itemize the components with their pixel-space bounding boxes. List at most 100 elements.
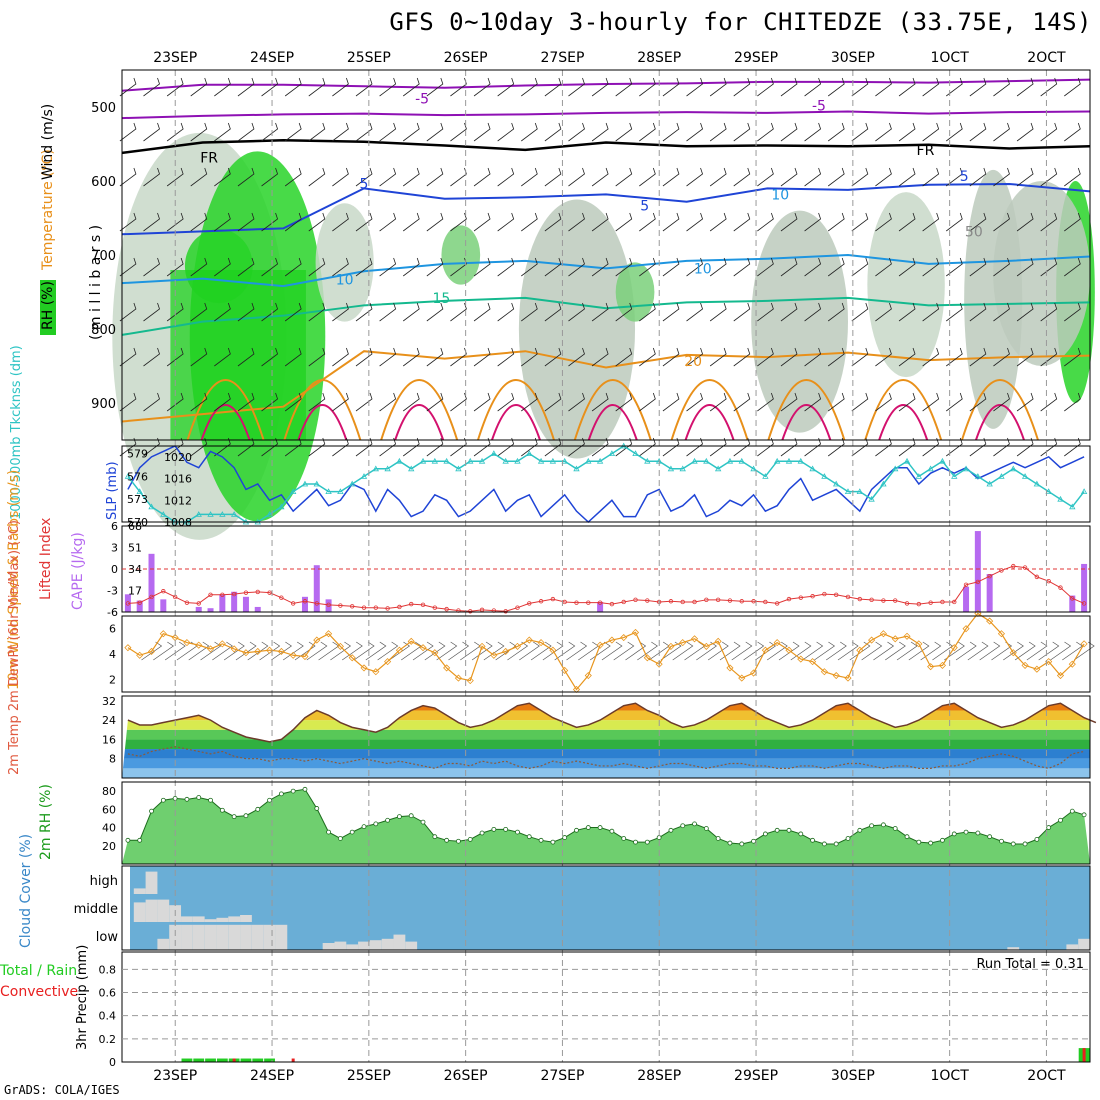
cape-bar: [207, 608, 214, 612]
thickness-point: [1021, 473, 1029, 479]
x-top-label: 30SEP: [831, 50, 875, 66]
wind-barb: [119, 212, 137, 232]
wind-barb: [166, 122, 184, 142]
wind-barb: [190, 122, 208, 142]
wind-barb: [284, 77, 302, 97]
thickness-point: [372, 465, 379, 472]
rh2m-point: [349, 829, 355, 835]
wind-barb: [332, 122, 349, 142]
thickness-point: [962, 465, 970, 472]
wind10m-point: [773, 639, 781, 647]
wind-barb: [615, 302, 633, 322]
wind-barb: [733, 437, 751, 457]
wind-barb: [166, 77, 184, 97]
precip-bar-convective: [291, 1058, 295, 1062]
wind-barb: [804, 77, 822, 97]
wind-barb: [237, 392, 255, 412]
lifted-index-point: [538, 599, 544, 604]
wind10m-barb: [672, 641, 694, 661]
rh2m-point: [125, 837, 131, 843]
rh2m-point: [444, 837, 450, 843]
y-tick-precip: 0.4: [99, 1010, 117, 1023]
wind10m-point: [301, 652, 309, 661]
wind-barb: [946, 302, 963, 322]
cloud-bar-low: [1078, 938, 1090, 950]
wind-barb: [662, 302, 680, 322]
thickness-point: [785, 457, 793, 464]
wind-barb: [804, 122, 822, 142]
cape-bar: [313, 565, 320, 612]
wind10m-point: [159, 630, 167, 638]
wind-barb: [143, 302, 160, 322]
wind10m-barb: [495, 641, 517, 661]
thickness-point: [844, 488, 852, 494]
wind10m-barb: [318, 641, 340, 661]
wind10m-point: [478, 642, 486, 650]
wind-barb: [214, 212, 231, 232]
rh2m-point: [184, 796, 190, 802]
y-tick-li: -6: [107, 606, 118, 619]
wind-barb: [521, 212, 538, 232]
wind-barb: [521, 122, 538, 142]
thickness-point: [821, 473, 828, 479]
isotherm-bump: [670, 379, 749, 441]
wind10m-barb: [637, 641, 658, 661]
wind-barb: [922, 347, 940, 367]
wind-barb: [615, 167, 633, 187]
ylabel-precip-total: Total / Rain: [0, 963, 77, 979]
lifted-index-point: [609, 601, 615, 607]
x-top-label: 1OCT: [931, 50, 970, 66]
wind10m-barb: [271, 641, 292, 661]
wind-barb: [332, 437, 349, 457]
wind-barb: [497, 257, 515, 277]
wind-barb: [402, 257, 420, 277]
series-wind10m: [127, 612, 1085, 691]
wind10m-point: [230, 645, 238, 653]
wind10m-point: [289, 651, 297, 659]
cape-bar: [1081, 563, 1088, 612]
wind-barb: [780, 392, 798, 412]
wind10m-barb: [648, 641, 670, 661]
wind-barb: [1040, 212, 1058, 232]
wind-barb: [143, 212, 160, 232]
wind-barb: [544, 347, 562, 367]
wind-barb: [379, 302, 397, 322]
wind10m-point: [679, 639, 687, 647]
y-tick-li: 0: [111, 563, 118, 576]
wind-barb: [851, 122, 869, 142]
wind-barb: [827, 437, 845, 457]
wind-barb: [922, 122, 940, 142]
rh2m-point: [361, 824, 367, 830]
wind10m-point: [962, 625, 970, 633]
thickness-point: [289, 488, 297, 494]
wind-barb: [615, 77, 633, 97]
thickness-point: [762, 473, 769, 479]
lifted-index-point: [290, 601, 296, 606]
wind-barb: [332, 302, 349, 322]
contour-label: -5: [812, 99, 826, 115]
wind10m-barb: [436, 641, 458, 661]
thickness-point: [903, 457, 911, 464]
wind10m-barb: [448, 641, 470, 661]
wind-barb: [922, 257, 940, 277]
wind-barb: [355, 302, 373, 322]
wind10m-barb: [896, 641, 918, 661]
wind-barb: [851, 392, 869, 412]
wind-barb: [804, 257, 822, 277]
wind10m-barb: [530, 641, 552, 661]
wind10m-barb: [377, 641, 399, 661]
wind10m-point: [690, 635, 699, 643]
wind-barb: [402, 302, 420, 322]
wind-barb: [1016, 302, 1034, 322]
wind10m-point: [997, 630, 1006, 638]
wind-barb: [379, 77, 397, 97]
series-slp: [127, 445, 1085, 524]
lifted-index-point: [940, 599, 945, 605]
wind-barb: [757, 257, 774, 277]
wind-barb: [615, 392, 633, 412]
wind10m-barb: [944, 641, 965, 661]
wind-barb: [308, 302, 326, 322]
cloud-bar-middle: [228, 916, 241, 922]
lifted-index-point: [468, 609, 473, 614]
wind-barb: [379, 392, 397, 412]
